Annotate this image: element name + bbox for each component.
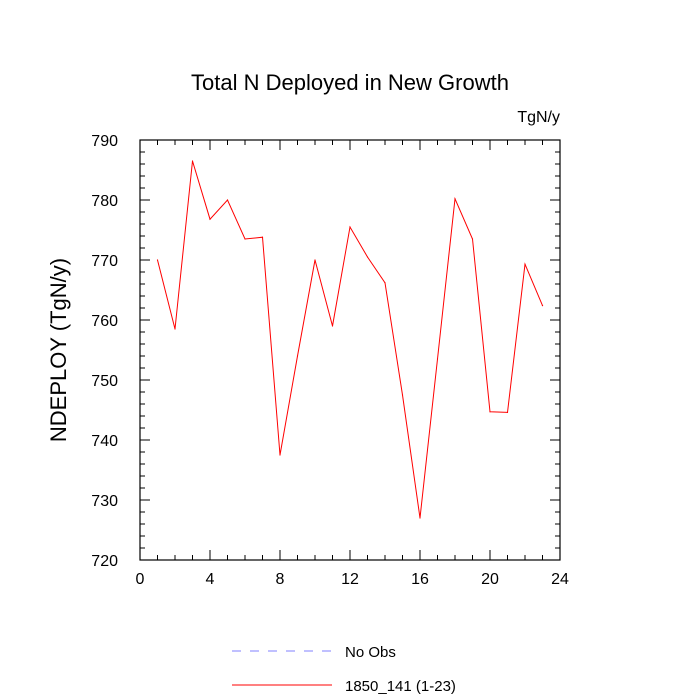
data-point [471, 238, 474, 240]
data-point [489, 411, 491, 413]
chart-title: Total N Deployed in New Growth [191, 70, 509, 95]
data-point [384, 282, 386, 284]
x-tick-label: 16 [411, 571, 429, 588]
data-point [314, 259, 316, 261]
plot-frame [139, 139, 561, 561]
legend-label-no-obs: No Obs [345, 644, 396, 661]
data-point [524, 263, 526, 265]
units-label: TgN/y [517, 109, 560, 126]
data-point [191, 160, 194, 162]
x-tick-label: 4 [206, 571, 215, 588]
y-tick-label: 780 [91, 193, 118, 210]
x-tick-label: 0 [136, 571, 145, 588]
data-point [244, 238, 246, 240]
series-line-1850-141-1-23- [157, 160, 543, 519]
y-tick-label: 720 [91, 553, 118, 570]
x-tick-label: 24 [551, 571, 569, 588]
data-point [401, 394, 404, 396]
x-tick-label: 8 [276, 571, 285, 588]
data-point [209, 218, 211, 220]
data-point [156, 259, 159, 261]
y-tick-label: 750 [91, 373, 118, 390]
series-layer [156, 160, 544, 519]
data-point [366, 256, 369, 258]
data-point [419, 517, 421, 519]
y-tick-label: 730 [91, 493, 118, 510]
data-point [454, 198, 456, 200]
data-point [436, 358, 439, 360]
legend-label-1850-141: 1850_141 (1-23) [345, 678, 456, 695]
x-tick-label: 20 [481, 571, 499, 588]
data-point [226, 199, 229, 201]
data-point [174, 328, 176, 330]
axis-ticks: 0 4 8 12 16 20 24 720 730 740 750 760 770 780 790 [91, 133, 569, 588]
data-point [261, 236, 264, 238]
y-axis-label: NDEPLOY (TgN/y) [46, 258, 71, 442]
legend: No Obs 1850_141 (1-23) [232, 644, 456, 695]
data-point [506, 411, 509, 413]
y-tick-label: 770 [91, 253, 118, 270]
x-tick-label: 12 [341, 571, 359, 588]
data-point [279, 454, 281, 456]
data-point [296, 355, 299, 357]
data-point [541, 305, 544, 307]
y-tick-label: 740 [91, 433, 118, 450]
y-tick-label: 790 [91, 133, 118, 150]
y-tick-label: 760 [91, 313, 118, 330]
data-point [349, 226, 351, 228]
data-point [331, 325, 334, 327]
